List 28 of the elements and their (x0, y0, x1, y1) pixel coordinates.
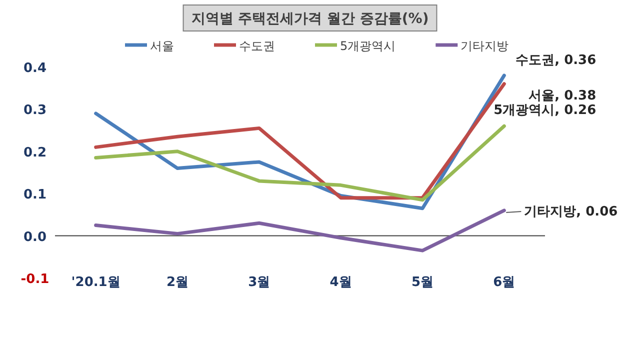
annotation: 5개광역시, 0.26 (494, 103, 596, 118)
legend-label: 서울 (150, 39, 174, 53)
x-tick-label: '20.1월 (71, 275, 120, 290)
x-tick-label: 3월 (248, 275, 270, 290)
legend-label: 5개광역시 (340, 39, 396, 53)
y-tick-label: 0.1 (23, 188, 47, 203)
legend-item: 수도권 (214, 39, 275, 53)
x-tick-label: 5월 (411, 275, 434, 290)
legend-item: 서울 (125, 39, 174, 53)
legend-item: 기타지방 (436, 39, 509, 53)
legend-label: 기타지방 (460, 39, 509, 53)
line-series (94, 124, 506, 202)
chart-title: 지역별 주택전세가격 월간 증감률(%) (191, 11, 429, 27)
title: 지역별 주택전세가격 월간 증감률(%) (182, 4, 438, 32)
y-tick-label: 0.3 (23, 103, 47, 118)
line-series (94, 208, 506, 252)
annotation: 서울, 0.38 (528, 88, 596, 104)
x-tick-label: 6월 (493, 275, 516, 290)
y-tick-label: 0.2 (23, 145, 47, 160)
y-tick-label: 0.0 (23, 230, 47, 245)
y-tick-label: -0.1 (20, 272, 50, 287)
legend-item: 5개광역시 (315, 39, 396, 53)
annotation: 수도권, 0.36 (516, 52, 596, 68)
y-tick-label: 0.4 (23, 61, 47, 76)
x-tick-label: 4월 (330, 275, 352, 290)
legend-label: 수도권 (239, 39, 275, 53)
x-tick-label: 2월 (166, 275, 189, 290)
annotation: 기타지방, 0.06 (524, 204, 618, 220)
